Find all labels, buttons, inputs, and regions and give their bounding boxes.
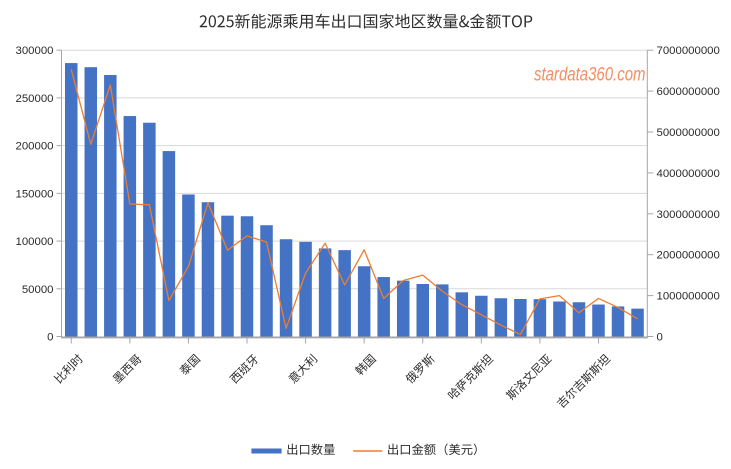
svg-text:200000: 200000 (15, 141, 53, 153)
svg-text:50000: 50000 (22, 284, 54, 296)
svg-text:2000000000: 2000000000 (657, 250, 720, 262)
svg-text:5000000000: 5000000000 (657, 127, 720, 139)
svg-text:250000: 250000 (15, 93, 53, 105)
svg-text:3000000000: 3000000000 (657, 209, 720, 221)
svg-text:6000000000: 6000000000 (657, 86, 720, 98)
svg-text:300000: 300000 (15, 45, 53, 57)
svg-text:0: 0 (657, 332, 663, 344)
svg-text:100000: 100000 (15, 236, 53, 248)
svg-text:stardata360.com: stardata360.com (534, 64, 646, 86)
svg-text:4000000000: 4000000000 (657, 168, 720, 180)
svg-text:1000000000: 1000000000 (657, 291, 720, 303)
svg-text:0: 0 (47, 332, 53, 344)
svg-text:150000: 150000 (15, 188, 53, 200)
svg-text:7000000000: 7000000000 (657, 45, 720, 57)
